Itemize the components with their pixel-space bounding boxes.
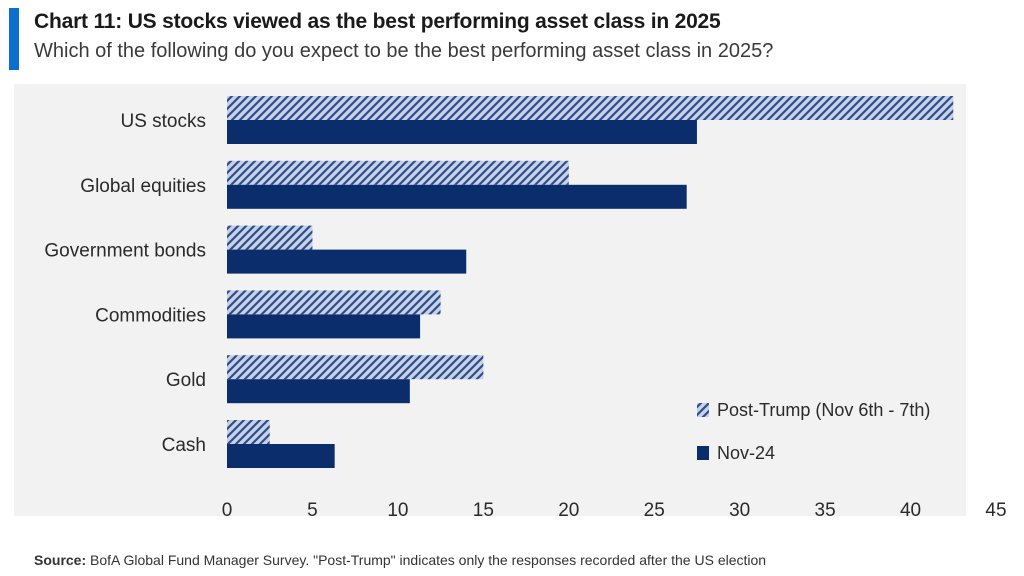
bar-post-trump-cash (227, 420, 270, 444)
legend-label: Post-Trump (Nov 6th - 7th) (717, 400, 930, 420)
source-label: Source: (34, 552, 87, 568)
source-text: BofA Global Fund Manager Survey. "Post-T… (90, 552, 767, 568)
x-tick-label: 40 (900, 500, 921, 521)
legend-label: Nov-24 (717, 443, 775, 463)
bar-nov-24-government-bonds (227, 249, 467, 274)
x-tick-label: 15 (473, 500, 494, 521)
bar-nov-24-cash (227, 444, 335, 468)
x-axis-ticks: 0 5 10 15 20 25 30 35 40 45 (222, 500, 1007, 521)
chart-subtitle: Which of the following do you expect to … (34, 40, 774, 62)
bar-post-trump-global-equities (227, 160, 569, 185)
legend: Post-Trump (Nov 6th - 7th) Nov-24 (697, 400, 930, 463)
bar-post-trump-government-bonds (227, 225, 313, 250)
bar-post-trump-gold (227, 355, 484, 380)
bar-nov-24-commodities (227, 314, 421, 339)
x-tick-label: 25 (644, 500, 665, 521)
category-label: Commodities (95, 305, 206, 326)
x-tick-label: 45 (985, 500, 1006, 521)
bar-nov-24-us-stocks (227, 120, 697, 144)
category-label: Cash (162, 435, 206, 456)
x-tick-label: 30 (729, 500, 750, 521)
category-label: Government bonds (44, 241, 206, 262)
category-label: Global equities (80, 176, 206, 197)
x-tick-label: 5 (307, 500, 318, 521)
x-tick-label: 35 (815, 500, 836, 521)
plot-background (14, 84, 966, 516)
category-labels: US stocks Global equities Government bonds… (44, 111, 206, 456)
bar-nov-24-gold (227, 379, 410, 404)
bar-post-trump-commodities (227, 290, 441, 315)
chart-title: Chart 11: US stocks viewed as the best p… (34, 10, 721, 33)
legend-swatch (697, 446, 709, 460)
x-tick-label: 0 (222, 500, 233, 521)
bar-nov-24-global-equities (227, 184, 687, 209)
category-label: Gold (166, 370, 206, 391)
title-accent-bar (9, 8, 19, 70)
x-tick-label: 20 (558, 500, 579, 521)
x-tick-label: 10 (387, 500, 408, 521)
legend-swatch (697, 403, 709, 417)
bars-group (227, 96, 954, 468)
source-note: Source: BofA Global Fund Manager Survey.… (34, 552, 766, 568)
category-label: US stocks (120, 111, 206, 132)
bar-post-trump-us-stocks (227, 96, 954, 120)
